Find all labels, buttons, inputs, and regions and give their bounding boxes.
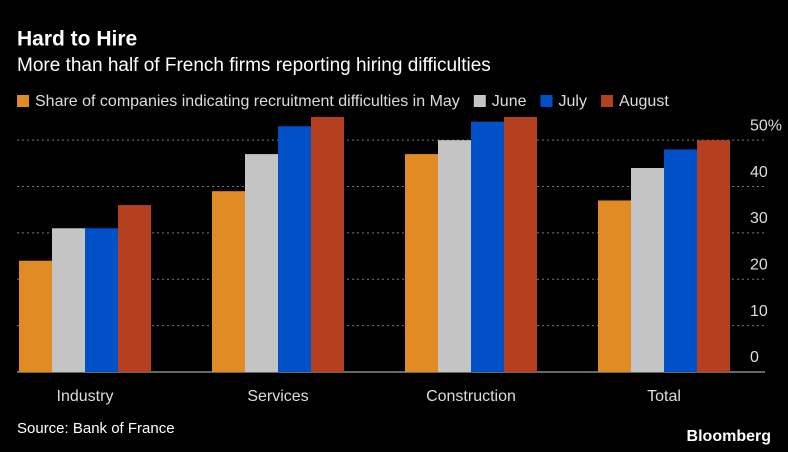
- source: Source: Bank of France: [17, 420, 175, 437]
- bar: [311, 117, 344, 372]
- y-tick-label: 50%: [750, 117, 782, 134]
- legend-label: July: [559, 93, 587, 110]
- bar: [52, 228, 85, 372]
- x-tick-label: Total: [647, 388, 681, 405]
- legend-label: June: [492, 93, 527, 110]
- bar: [664, 149, 697, 372]
- x-tick-label: Construction: [426, 388, 516, 405]
- bar: [631, 168, 664, 372]
- bar: [504, 117, 537, 372]
- legend-swatch: [600, 95, 613, 107]
- bar: [278, 126, 311, 372]
- legend-label: Share of companies indicating recruitmen…: [35, 93, 460, 110]
- chart-title: Hard to Hire: [17, 28, 137, 51]
- x-tick-label: Industry: [57, 388, 114, 405]
- legend-swatch: [17, 95, 29, 107]
- brand: Bloomberg: [687, 428, 771, 445]
- y-tick-label: 0: [750, 349, 759, 366]
- y-tick-label: 20: [750, 256, 768, 273]
- bar: [405, 154, 438, 372]
- bar: [598, 200, 631, 372]
- legend-swatch: [473, 95, 486, 107]
- bar: [19, 260, 52, 372]
- y-tick-label: 30: [750, 210, 768, 227]
- chart-subtitle: More than half of French firms reporting…: [17, 55, 491, 76]
- legend-label: August: [619, 93, 669, 110]
- y-tick-label: 40: [750, 164, 768, 181]
- bar: [245, 154, 278, 372]
- x-tick-label: Services: [247, 388, 308, 405]
- bar: [438, 140, 471, 372]
- bar: [697, 140, 730, 372]
- bar: [118, 205, 151, 372]
- y-tick-label: 10: [750, 303, 768, 320]
- bar: [85, 228, 118, 372]
- bar: [212, 191, 245, 372]
- legend-swatch: [540, 95, 553, 107]
- bar: [471, 121, 504, 373]
